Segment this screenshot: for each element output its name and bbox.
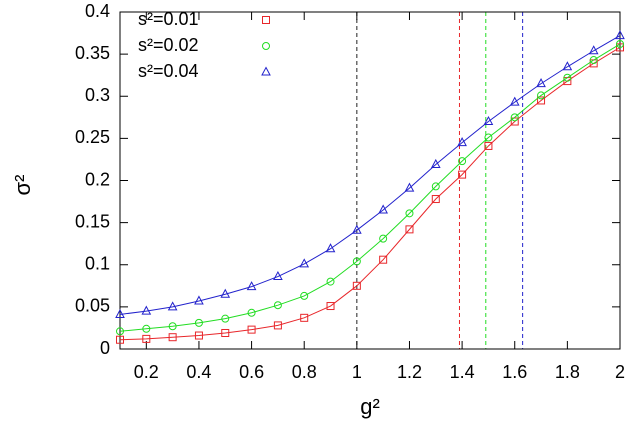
marker — [510, 113, 519, 122]
marker — [261, 66, 271, 76]
marker — [299, 258, 310, 268]
marker — [262, 16, 270, 24]
series-line — [119, 46, 621, 341]
marker — [563, 73, 572, 82]
marker — [509, 96, 520, 106]
y-tick-label: 0.05 — [75, 296, 110, 316]
marker — [431, 182, 440, 191]
marker — [326, 302, 335, 311]
y-tick-label: 0 — [100, 338, 110, 358]
x-tick-label: 0.8 — [292, 362, 317, 382]
marker — [168, 322, 177, 331]
marker — [220, 288, 231, 298]
y-tick-label: 0.2 — [85, 169, 110, 189]
y-tick-label: 0.4 — [85, 1, 110, 21]
marker — [116, 335, 124, 344]
y-tick-label: 0.35 — [75, 43, 110, 63]
marker — [483, 115, 494, 126]
x-tick-label: 2 — [615, 362, 625, 382]
marker — [352, 257, 361, 266]
marker — [325, 243, 336, 253]
marker — [168, 333, 177, 342]
marker — [458, 170, 467, 179]
marker — [141, 305, 152, 315]
series-line — [119, 43, 621, 332]
marker — [262, 42, 270, 50]
x-tick-label: 0.4 — [186, 362, 211, 382]
x-tick-label: 1.4 — [450, 362, 475, 382]
marker — [484, 133, 493, 142]
legend-label: s²=0.01 — [138, 9, 199, 29]
y-tick-label: 0.1 — [85, 254, 110, 274]
marker — [510, 117, 519, 126]
marker — [273, 321, 282, 330]
marker — [430, 158, 441, 168]
marker — [300, 291, 309, 300]
x-tick-label: 1.2 — [397, 362, 422, 382]
marker — [405, 209, 414, 218]
marker — [379, 255, 388, 264]
x-tick-label: 1.8 — [555, 362, 580, 382]
x-tick-label: 0.6 — [239, 362, 264, 382]
marker — [537, 96, 546, 105]
marker — [167, 301, 178, 311]
marker — [615, 30, 625, 40]
marker — [536, 78, 546, 88]
marker — [326, 277, 335, 286]
y-tick-label: 0.3 — [85, 85, 110, 105]
marker — [458, 157, 467, 166]
marker — [247, 325, 256, 334]
marker — [221, 328, 230, 337]
x-tick-label: 0.2 — [134, 362, 159, 382]
marker — [247, 308, 256, 317]
marker — [588, 45, 599, 55]
marker — [142, 324, 151, 333]
marker — [194, 295, 204, 305]
y-axis-title: σ² — [10, 175, 35, 196]
marker — [116, 327, 124, 336]
marker — [378, 204, 388, 214]
marker — [352, 224, 362, 234]
legend-label: s²=0.04 — [138, 61, 199, 81]
y-tick-label: 0.15 — [75, 211, 110, 231]
marker — [616, 40, 624, 49]
marker — [352, 281, 361, 290]
marker — [589, 56, 598, 65]
marker — [537, 91, 546, 100]
marker — [115, 308, 125, 318]
marker — [300, 313, 309, 322]
marker — [457, 137, 467, 147]
marker — [405, 225, 414, 234]
x-tick-label: 1.6 — [502, 362, 527, 382]
marker — [431, 195, 440, 204]
marker — [616, 43, 624, 52]
x-axis-title: g² — [360, 394, 380, 419]
marker — [379, 234, 388, 243]
x-tick-label: 1 — [352, 362, 362, 382]
plot-border — [119, 11, 621, 350]
marker — [246, 281, 257, 291]
marker — [484, 141, 493, 150]
marker — [194, 318, 203, 327]
marker — [194, 331, 203, 340]
marker — [273, 301, 282, 310]
marker — [221, 314, 230, 323]
legend-label: s²=0.02 — [138, 35, 199, 55]
marker — [142, 334, 151, 343]
y-tick-label: 0.25 — [75, 127, 110, 147]
marker — [273, 270, 283, 281]
marker — [562, 61, 573, 71]
marker — [404, 182, 415, 192]
